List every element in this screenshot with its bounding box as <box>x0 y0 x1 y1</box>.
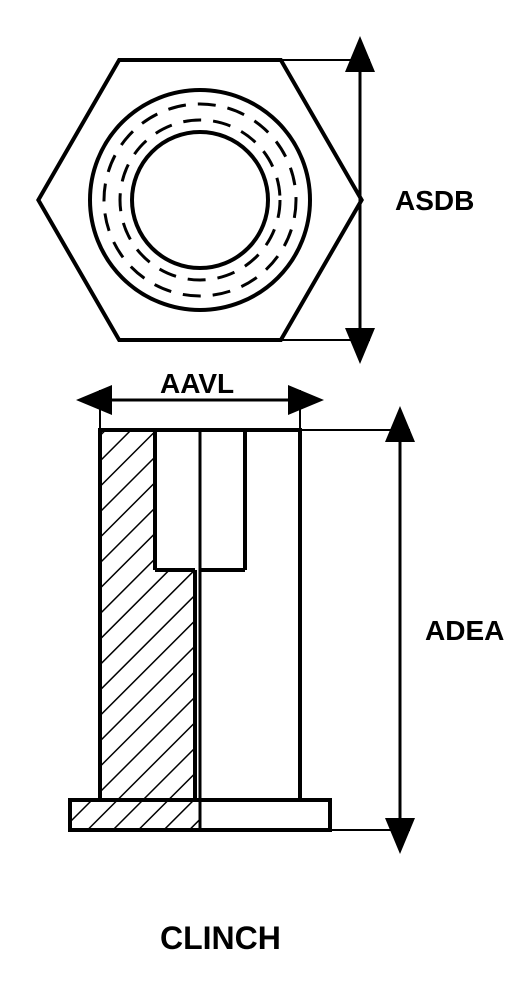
diagram-svg <box>0 0 525 999</box>
asdb-label: ASDB <box>395 185 474 217</box>
asdb-dimension <box>280 60 370 340</box>
adea-label: ADEA <box>425 615 504 647</box>
side-view <box>70 430 330 830</box>
clinch-diagram: ASDB AAVL ADEA CLINCH <box>0 0 525 999</box>
top-view <box>38 60 361 340</box>
adea-dimension <box>300 430 410 830</box>
diagram-title: CLINCH <box>160 920 281 957</box>
aavl-label: AAVL <box>160 368 234 400</box>
